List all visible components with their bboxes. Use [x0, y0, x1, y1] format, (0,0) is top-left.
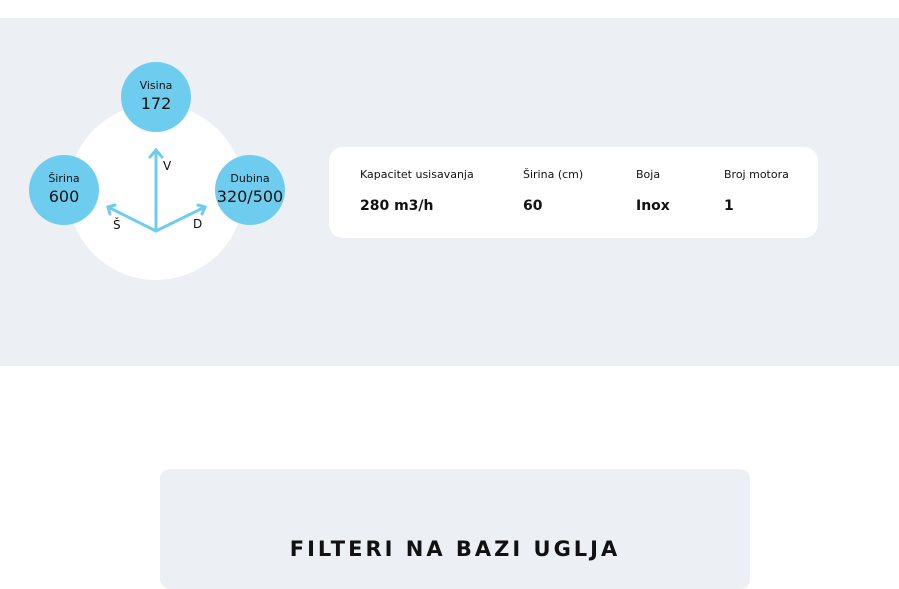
width-label: Širina — [48, 172, 80, 185]
carbon-filters-section: FILTERI NA BAZI UGLJA — [160, 469, 750, 589]
spec-value: Inox — [636, 198, 670, 214]
axis-label-s: Š — [113, 218, 121, 232]
axis-label-d: D — [193, 217, 203, 231]
specs-card: Kapacitet usisavanja 280 m3/h Širina (cm… — [329, 147, 818, 238]
spec-value: 1 — [724, 198, 734, 214]
spec-color: Boja Inox — [636, 168, 670, 214]
axis-label-v: V — [163, 159, 172, 173]
spec-capacity: Kapacitet usisavanja 280 m3/h — [360, 168, 474, 214]
spec-label: Kapacitet usisavanja — [360, 168, 474, 181]
height-label: Visina — [139, 79, 173, 92]
depth-badge: Dubina 320/500 — [215, 155, 285, 225]
spec-motors: Broj motora 1 — [724, 168, 789, 214]
dimension-arrows-icon — [106, 147, 208, 233]
spec-label: Boja — [636, 168, 661, 181]
spec-label: Broj motora — [724, 168, 789, 181]
section-title: FILTERI NA BAZI UGLJA — [289, 537, 621, 561]
width-badge: Širina 600 — [29, 155, 99, 225]
spec-value: 60 — [523, 198, 543, 214]
height-value: 172 — [140, 94, 172, 113]
width-value: 600 — [48, 187, 80, 206]
spec-width: Širina (cm) 60 — [523, 168, 583, 214]
spec-label: Širina (cm) — [523, 168, 584, 181]
spec-value: 280 m3/h — [360, 198, 434, 214]
depth-label: Dubina — [230, 172, 270, 185]
height-badge: Visina 172 — [121, 62, 191, 132]
depth-value: 320/500 — [216, 187, 284, 206]
